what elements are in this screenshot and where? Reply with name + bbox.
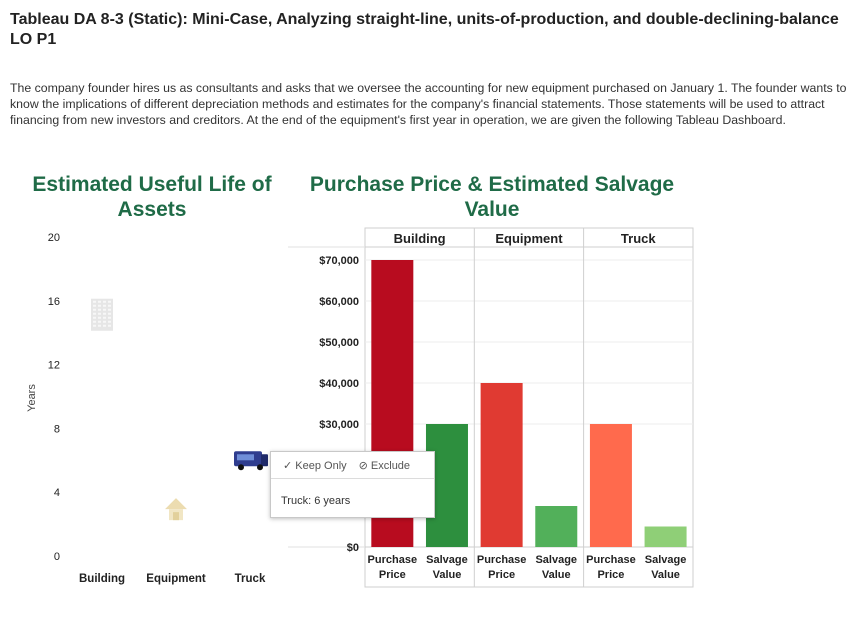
point-equipment-house-icon (165, 498, 187, 521)
price-chart-frame (364, 227, 694, 588)
y-tick-label: $0 (347, 542, 359, 554)
building-window (98, 300, 101, 303)
point-truck-truck-icon (234, 451, 268, 471)
building-window (103, 320, 106, 323)
exclude-button[interactable]: ⊘ Exclude (358, 459, 411, 472)
y-tick-label: $40,000 (319, 378, 359, 390)
house-door (173, 512, 179, 521)
building-window (103, 316, 106, 319)
building-window (93, 324, 96, 327)
building-window (103, 304, 106, 307)
building-window (108, 320, 111, 323)
truck-wheel (257, 464, 263, 471)
tooltip-text: Truck: 6 years (281, 495, 351, 507)
x-tick-label-salvage-value: Value (433, 569, 462, 581)
building-window (108, 316, 111, 319)
building-window (98, 304, 101, 307)
y-tick-label: 20 (48, 232, 60, 244)
building-window (93, 316, 96, 319)
building-window (93, 304, 96, 307)
bar-truck-salvage-value (644, 526, 687, 547)
x-tick-label-purchase-price: Price (379, 569, 406, 581)
x-tick-label-salvage-value: Value (542, 569, 571, 581)
building-body (91, 298, 113, 331)
x-tick-label-truck: Truck (235, 573, 266, 585)
building-window (103, 308, 106, 311)
y-tick-label: 4 (54, 487, 60, 499)
useful-life-chart-title: Estimated Useful Life of Assets (32, 173, 272, 221)
truck-tooltip: ✓ Keep Only ⊘ Exclude Truck: 6 years (270, 451, 435, 518)
group-header-truck: Truck (621, 231, 656, 246)
price-salvage-chart-title: Purchase Price & Estimated Salvage Value (309, 173, 675, 221)
price-salvage-chart: $0 $30,000 $40,000 $50,000 $60,000 $70,000 Bui… (288, 227, 694, 588)
keep-only-button[interactable]: ✓ Keep Only (283, 459, 347, 472)
house-roof (165, 498, 187, 510)
bar-truck-purchase-price (589, 424, 632, 547)
page-title: Tableau DA 8-3 (Static): Mini-Case, Anal… (10, 11, 839, 48)
building-window (93, 312, 96, 315)
tooltip-actions: ✓ Keep Only ⊘ Exclude (271, 452, 434, 479)
intro-paragraph: The company founder hires us as consulta… (10, 81, 847, 127)
x-tick-label-purchase-price: Purchase (477, 554, 527, 566)
x-tick-label-salvage-value: Salvage (426, 554, 468, 566)
point-building-building-icon (91, 298, 113, 331)
truck-cab (261, 454, 268, 467)
bar-equipment-purchase-price (480, 383, 523, 547)
x-tick-label-purchase-price: Price (597, 569, 624, 581)
building-window (98, 308, 101, 311)
bar-equipment-salvage-value (535, 506, 578, 547)
building-window (93, 308, 96, 311)
building-window (108, 324, 111, 327)
building-window (93, 300, 96, 303)
building-window (108, 300, 111, 303)
y-axis-label: Years (26, 384, 38, 412)
building-window (108, 312, 111, 315)
x-tick-label-purchase-price: Purchase (368, 554, 418, 566)
building-window (108, 304, 111, 307)
useful-life-chart: Years 0 4 8 12 16 20 Building Equipment Truck (26, 232, 284, 585)
x-tick-label-equipment: Equipment (146, 573, 206, 585)
building-window (93, 320, 96, 323)
building-window (98, 320, 101, 323)
x-tick-label-purchase-price: Purchase (586, 554, 636, 566)
y-tick-label: 0 (54, 551, 60, 563)
group-header-equipment: Equipment (495, 231, 563, 246)
x-tick-label-building: Building (79, 573, 125, 585)
y-tick-label: $70,000 (319, 255, 359, 267)
building-window (98, 312, 101, 315)
y-tick-label: 8 (54, 423, 60, 435)
y-tick-label: 16 (48, 296, 60, 308)
y-tick-label: $60,000 (319, 296, 359, 308)
building-window (98, 316, 101, 319)
x-tick-label-purchase-price: Price (488, 569, 515, 581)
building-window (103, 312, 106, 315)
truck-window (237, 454, 254, 461)
building-window (103, 324, 106, 327)
x-tick-label-salvage-value: Salvage (535, 554, 577, 566)
group-header-building: Building (394, 231, 446, 246)
y-tick-label: $50,000 (319, 337, 359, 349)
x-tick-label-salvage-value: Salvage (645, 554, 687, 566)
building-window (103, 300, 106, 303)
x-tick-label-salvage-value: Value (651, 569, 680, 581)
y-tick-label: 12 (48, 360, 60, 372)
y-tick-label: $30,000 (319, 419, 359, 431)
building-window (108, 308, 111, 311)
truck-wheel (238, 464, 244, 471)
building-window (98, 324, 101, 327)
